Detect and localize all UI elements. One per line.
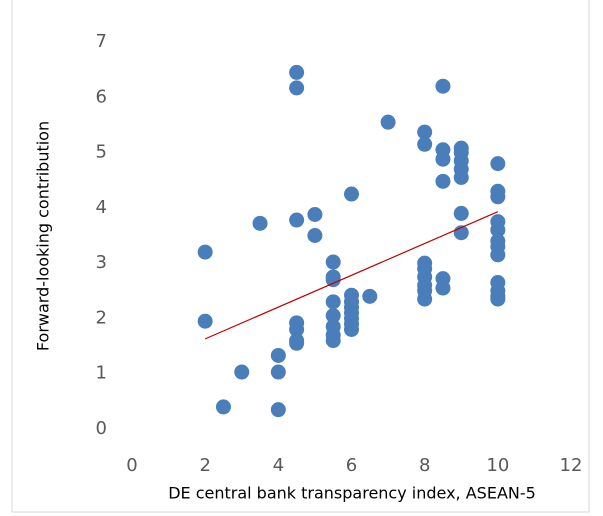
point xyxy=(197,244,213,260)
point xyxy=(490,222,506,238)
x-tick-label: 6 xyxy=(346,455,357,476)
point xyxy=(490,247,506,263)
point xyxy=(417,124,433,140)
point xyxy=(490,156,506,172)
point xyxy=(270,364,286,380)
point xyxy=(380,114,396,130)
chart-border xyxy=(11,0,590,513)
y-tick-label: 3 xyxy=(96,252,107,273)
x-tick-label: 12 xyxy=(560,455,583,476)
point xyxy=(344,321,359,337)
point xyxy=(197,313,213,329)
point xyxy=(435,151,451,167)
x-tick-label: 0 xyxy=(126,455,137,476)
point xyxy=(435,280,451,296)
point xyxy=(490,291,506,307)
point xyxy=(252,215,268,231)
point xyxy=(325,254,341,270)
point xyxy=(289,64,305,80)
point xyxy=(215,399,231,415)
x-tick-label: 10 xyxy=(486,455,509,476)
x-tick-label: 4 xyxy=(273,455,284,476)
y-tick-label: 5 xyxy=(96,142,107,163)
x-tick-label: 2 xyxy=(199,455,210,476)
y-tick-label: 2 xyxy=(96,307,107,328)
y-axis-label: Forward-looking contribution xyxy=(34,121,53,351)
point xyxy=(325,272,341,288)
point xyxy=(270,347,286,363)
point xyxy=(289,80,305,96)
y-tick-label: 6 xyxy=(96,86,107,107)
point xyxy=(453,205,469,221)
point xyxy=(325,308,341,324)
point xyxy=(435,173,451,189)
point xyxy=(362,288,378,304)
point xyxy=(307,228,323,243)
x-tick-label: 8 xyxy=(419,455,430,476)
y-tick-label: 1 xyxy=(96,363,107,384)
trendline xyxy=(204,211,499,340)
point xyxy=(307,206,323,222)
point xyxy=(344,186,359,202)
point xyxy=(417,291,433,307)
point xyxy=(453,169,469,185)
point xyxy=(490,189,506,205)
y-tick-label: 7 xyxy=(96,31,107,52)
y-tick-label: 4 xyxy=(96,197,107,218)
point xyxy=(289,212,305,228)
point xyxy=(417,136,433,152)
point xyxy=(325,294,341,310)
point xyxy=(270,402,286,418)
point xyxy=(325,333,341,349)
x-axis-label: DE central bank transparency index, ASEA… xyxy=(168,484,536,503)
y-tick-label: 0 xyxy=(96,418,107,439)
point xyxy=(289,335,305,351)
point xyxy=(234,364,250,380)
point xyxy=(289,321,305,337)
point xyxy=(435,78,451,94)
